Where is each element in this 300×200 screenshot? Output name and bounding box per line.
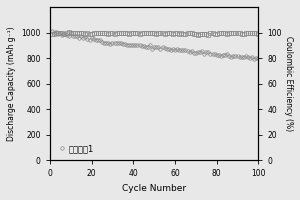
X-axis label: Cycle Number: Cycle Number <box>122 184 186 193</box>
Y-axis label: Coulombic Efficiency (%): Coulombic Efficiency (%) <box>284 36 293 131</box>
Y-axis label: Discharge Capacity (mAh g⁻¹): Discharge Capacity (mAh g⁻¹) <box>7 26 16 141</box>
Legend: 实施案例1: 实施案例1 <box>54 141 98 156</box>
